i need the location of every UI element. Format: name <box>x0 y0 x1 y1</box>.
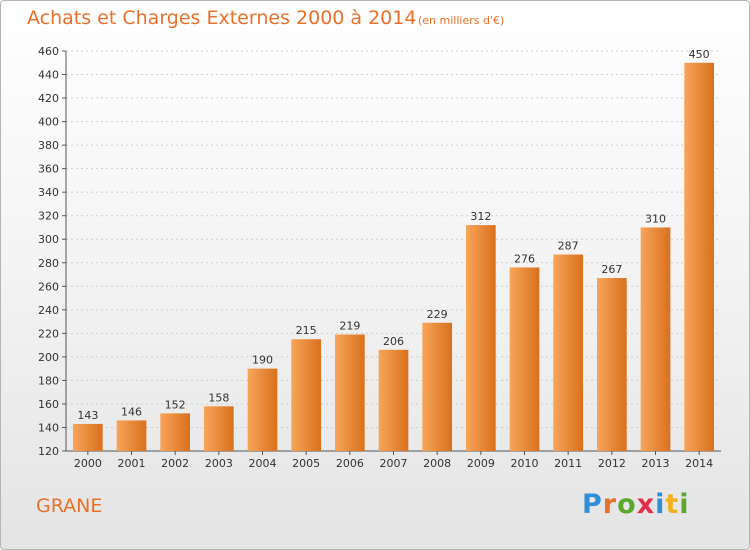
bar-2011 <box>553 254 584 451</box>
y-tick-label: 120 <box>38 445 59 458</box>
y-tick-label: 260 <box>38 280 59 293</box>
bar-2010 <box>509 267 540 451</box>
x-tick-label: 2001 <box>118 457 146 470</box>
bar-2014 <box>684 62 715 451</box>
x-tick-label: 2014 <box>685 457 713 470</box>
unit-label: (en milliers d'€) <box>418 14 505 27</box>
value-label: 310 <box>645 212 666 225</box>
bar-2008 <box>422 322 453 451</box>
bar-2006 <box>334 334 365 451</box>
y-tick-label: 440 <box>38 69 59 82</box>
bar-2005 <box>291 339 322 451</box>
value-label: 190 <box>252 354 273 367</box>
y-tick-label: 240 <box>38 304 59 317</box>
value-label: 229 <box>427 308 448 321</box>
bar-2002 <box>160 413 191 451</box>
x-tick-label: 2000 <box>74 457 102 470</box>
y-tick-label: 300 <box>38 233 59 246</box>
x-tick-label: 2008 <box>423 457 451 470</box>
bar-2009 <box>465 225 496 451</box>
y-tick-label: 400 <box>38 116 59 129</box>
x-tick-label: 2009 <box>467 457 495 470</box>
bar-2013 <box>640 227 671 451</box>
bar-2007 <box>378 349 409 451</box>
x-tick-label: 2012 <box>598 457 626 470</box>
value-label: 146 <box>121 405 142 418</box>
x-tick-label: 2011 <box>554 457 582 470</box>
x-tick-label: 2005 <box>292 457 320 470</box>
value-label: 152 <box>165 398 186 411</box>
value-label: 450 <box>689 48 710 61</box>
x-tick-label: 2004 <box>249 457 277 470</box>
chart-title: Achats et Charges Externes 2000 à 2014 <box>27 7 417 29</box>
y-tick-label: 200 <box>38 351 59 364</box>
proxiti-logo[interactable]: Proxiti <box>582 489 690 520</box>
bar-2001 <box>116 420 147 451</box>
commune-name: GRANE <box>36 495 103 517</box>
value-label: 267 <box>601 263 622 276</box>
value-label: 143 <box>77 409 98 422</box>
value-label: 215 <box>296 324 317 337</box>
y-tick-label: 460 <box>38 45 59 58</box>
value-label: 276 <box>514 252 535 265</box>
y-tick-label: 380 <box>38 139 59 152</box>
x-tick-label: 2002 <box>161 457 189 470</box>
y-tick-label: 220 <box>38 327 59 340</box>
bar-2004 <box>247 368 278 451</box>
value-label: 312 <box>470 210 491 223</box>
value-label: 219 <box>339 320 360 333</box>
x-tick-label: 2006 <box>336 457 364 470</box>
y-tick-label: 280 <box>38 257 59 270</box>
bar-2012 <box>596 278 627 451</box>
value-label: 287 <box>558 240 579 253</box>
value-label: 206 <box>383 335 404 348</box>
y-tick-label: 160 <box>38 398 59 411</box>
labels: 120 140 160 180 200 220 240 260 280 300 320 340 360 3… <box>38 45 713 470</box>
y-tick-label: 420 <box>38 92 59 105</box>
y-tick-label: 360 <box>38 163 59 176</box>
x-tick-label: 2013 <box>642 457 670 470</box>
x-tick-label: 2010 <box>511 457 539 470</box>
y-tick-label: 320 <box>38 210 59 223</box>
y-tick-label: 340 <box>38 186 59 199</box>
value-label: 158 <box>208 391 229 404</box>
x-tick-label: 2003 <box>205 457 233 470</box>
bar-2003 <box>203 406 234 451</box>
y-tick-label: 180 <box>38 374 59 387</box>
x-tick-label: 2007 <box>380 457 408 470</box>
bars <box>72 62 715 451</box>
y-tick-label: 140 <box>38 421 59 434</box>
bar-2000 <box>72 423 103 451</box>
